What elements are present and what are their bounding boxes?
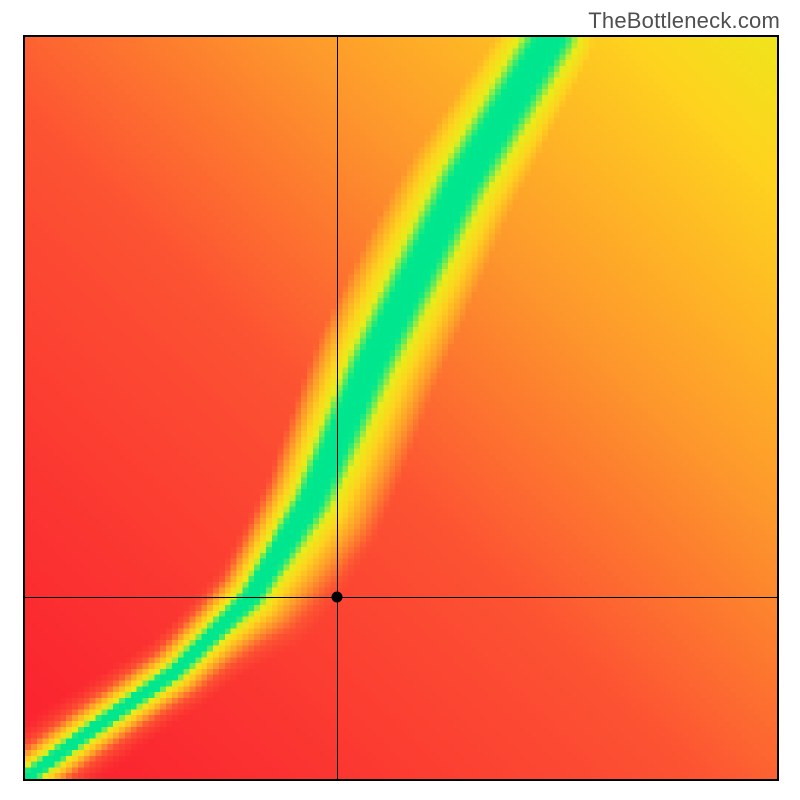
plot-frame xyxy=(23,35,779,781)
crosshair-marker xyxy=(332,592,343,603)
heatmap-canvas xyxy=(25,37,777,779)
chart-container: TheBottleneck.com xyxy=(0,0,800,800)
crosshair-vertical xyxy=(337,37,338,779)
crosshair-horizontal xyxy=(25,597,777,598)
watermark-text: TheBottleneck.com xyxy=(588,8,780,34)
